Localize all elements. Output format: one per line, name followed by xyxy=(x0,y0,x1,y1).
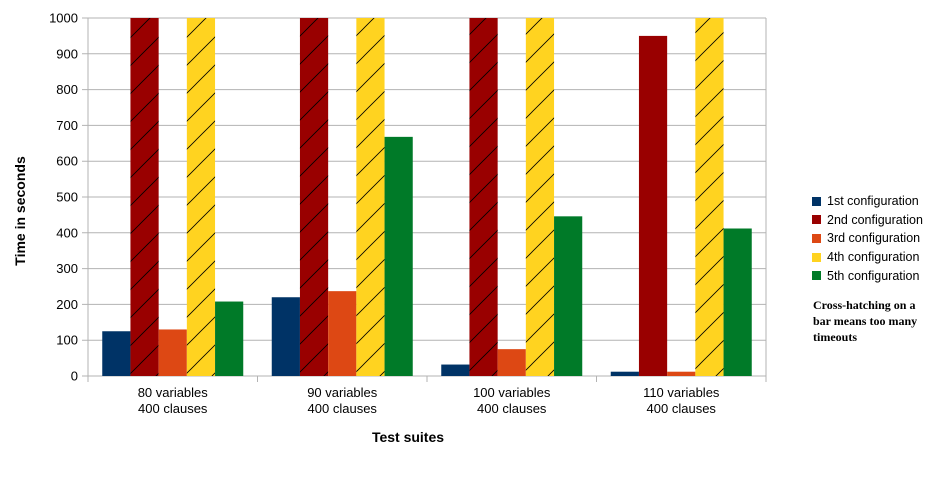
legend-label: 5th configuration xyxy=(827,268,920,283)
y-tick-label: 700 xyxy=(56,118,78,133)
bar xyxy=(667,371,696,376)
y-tick-label: 100 xyxy=(56,333,78,348)
x-tick-label: 90 variables xyxy=(307,385,378,400)
bar xyxy=(102,331,131,376)
y-tick-label: 400 xyxy=(56,225,78,240)
y-tick-label: 600 xyxy=(56,154,78,169)
x-tick-label: 400 clauses xyxy=(477,401,547,416)
hatching-note: Cross-hatching on a bar means too many t… xyxy=(813,298,918,344)
legend-label: 4th configuration xyxy=(827,250,920,265)
bar-hatching xyxy=(356,18,385,376)
legend-label: 1st configuration xyxy=(827,194,919,209)
x-axis-title: Test suites xyxy=(372,429,444,445)
bar-hatching xyxy=(525,18,555,376)
bar xyxy=(723,228,752,376)
legend-swatch xyxy=(812,271,821,281)
legend-swatch xyxy=(812,215,821,225)
y-tick-label: 200 xyxy=(56,297,78,312)
x-tick-label: 400 clauses xyxy=(308,401,378,416)
bar xyxy=(497,349,526,376)
bar xyxy=(328,291,357,376)
bar xyxy=(441,364,470,376)
bar xyxy=(158,329,187,376)
bar xyxy=(610,371,639,376)
legend-item: 5th configuration xyxy=(812,266,923,285)
y-axis-title: Time in seconds xyxy=(12,156,28,266)
legend-swatch xyxy=(812,196,821,206)
axes xyxy=(87,18,767,382)
bar xyxy=(638,35,668,377)
y-tick-label: 800 xyxy=(56,82,78,97)
x-tick-label: 400 clauses xyxy=(138,401,208,416)
legend-swatch xyxy=(812,233,821,243)
x-tick-label: 80 variables xyxy=(138,385,209,400)
bar xyxy=(215,301,244,376)
legend-label: 3rd configuration xyxy=(827,231,921,246)
bar xyxy=(271,297,300,376)
legend-item: 4th configuration xyxy=(812,248,923,267)
x-tick-label: 100 variables xyxy=(473,385,551,400)
legend-item: 1st configuration xyxy=(812,192,923,211)
y-tick-label: 1000 xyxy=(49,11,78,26)
legend-swatch xyxy=(812,252,821,262)
bar-hatching xyxy=(695,18,724,376)
legend: 1st configuration 2nd configuration 3rd co… xyxy=(812,192,923,285)
bar xyxy=(554,216,583,376)
y-tick-label: 500 xyxy=(56,190,78,205)
y-tick-label: 300 xyxy=(56,261,78,276)
legend-item: 2nd configuration xyxy=(812,211,923,230)
x-tick-label: 110 variables xyxy=(643,385,720,400)
y-tick-label: 0 xyxy=(71,369,78,384)
bar xyxy=(384,136,413,376)
bar-hatching xyxy=(186,18,216,376)
bars xyxy=(102,18,752,377)
y-tick-labels: 0 100 200 300 400 500 600 700 800 900 1000 xyxy=(49,11,78,384)
bar-hatching xyxy=(469,18,498,376)
bar-hatching xyxy=(130,18,159,376)
x-tick-label: 400 clauses xyxy=(647,401,717,416)
legend-label: 2nd configuration xyxy=(827,212,923,227)
bar-hatching xyxy=(299,18,329,376)
y-tick-label: 900 xyxy=(56,46,78,61)
legend-item: 3rd configuration xyxy=(812,229,923,248)
